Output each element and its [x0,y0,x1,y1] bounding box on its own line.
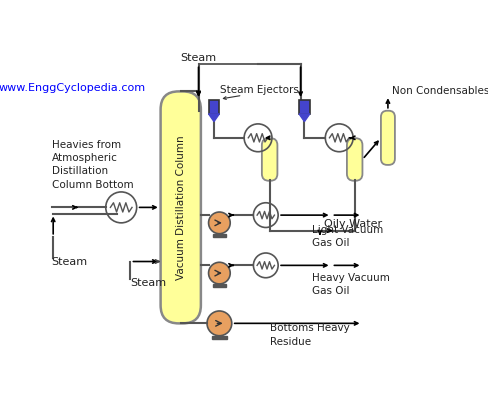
Text: Non Condensables: Non Condensables [392,87,488,96]
Bar [213,284,226,287]
Text: www.EnggCyclopedia.com: www.EnggCyclopedia.com [0,83,146,93]
FancyBboxPatch shape [262,138,277,181]
Text: Steam: Steam [52,256,88,266]
Text: Steam Ejectors: Steam Ejectors [220,85,299,95]
Bar [299,100,310,114]
Bar [212,336,227,339]
Text: Bottoms Heavy
Residue: Bottoms Heavy Residue [270,323,349,347]
Text: Oily Water: Oily Water [324,220,382,229]
Text: Light Vacuum
Gas Oil: Light Vacuum Gas Oil [312,225,384,249]
Polygon shape [208,114,220,121]
FancyBboxPatch shape [347,138,363,181]
Text: Vacuum Distillation Column: Vacuum Distillation Column [176,135,186,280]
Bar [213,234,226,237]
Text: Steam: Steam [181,53,217,63]
Circle shape [208,212,230,234]
Polygon shape [299,114,310,121]
Circle shape [208,262,230,284]
FancyBboxPatch shape [381,111,395,165]
Text: Steam: Steam [130,278,166,288]
Bar [208,100,220,114]
Circle shape [207,311,232,336]
FancyBboxPatch shape [161,91,201,324]
Text: Heavies from
Atmospheric
Distillation
Column Bottom: Heavies from Atmospheric Distillation Co… [52,140,133,190]
Text: Heavy Vacuum
Gas Oil: Heavy Vacuum Gas Oil [312,273,390,296]
